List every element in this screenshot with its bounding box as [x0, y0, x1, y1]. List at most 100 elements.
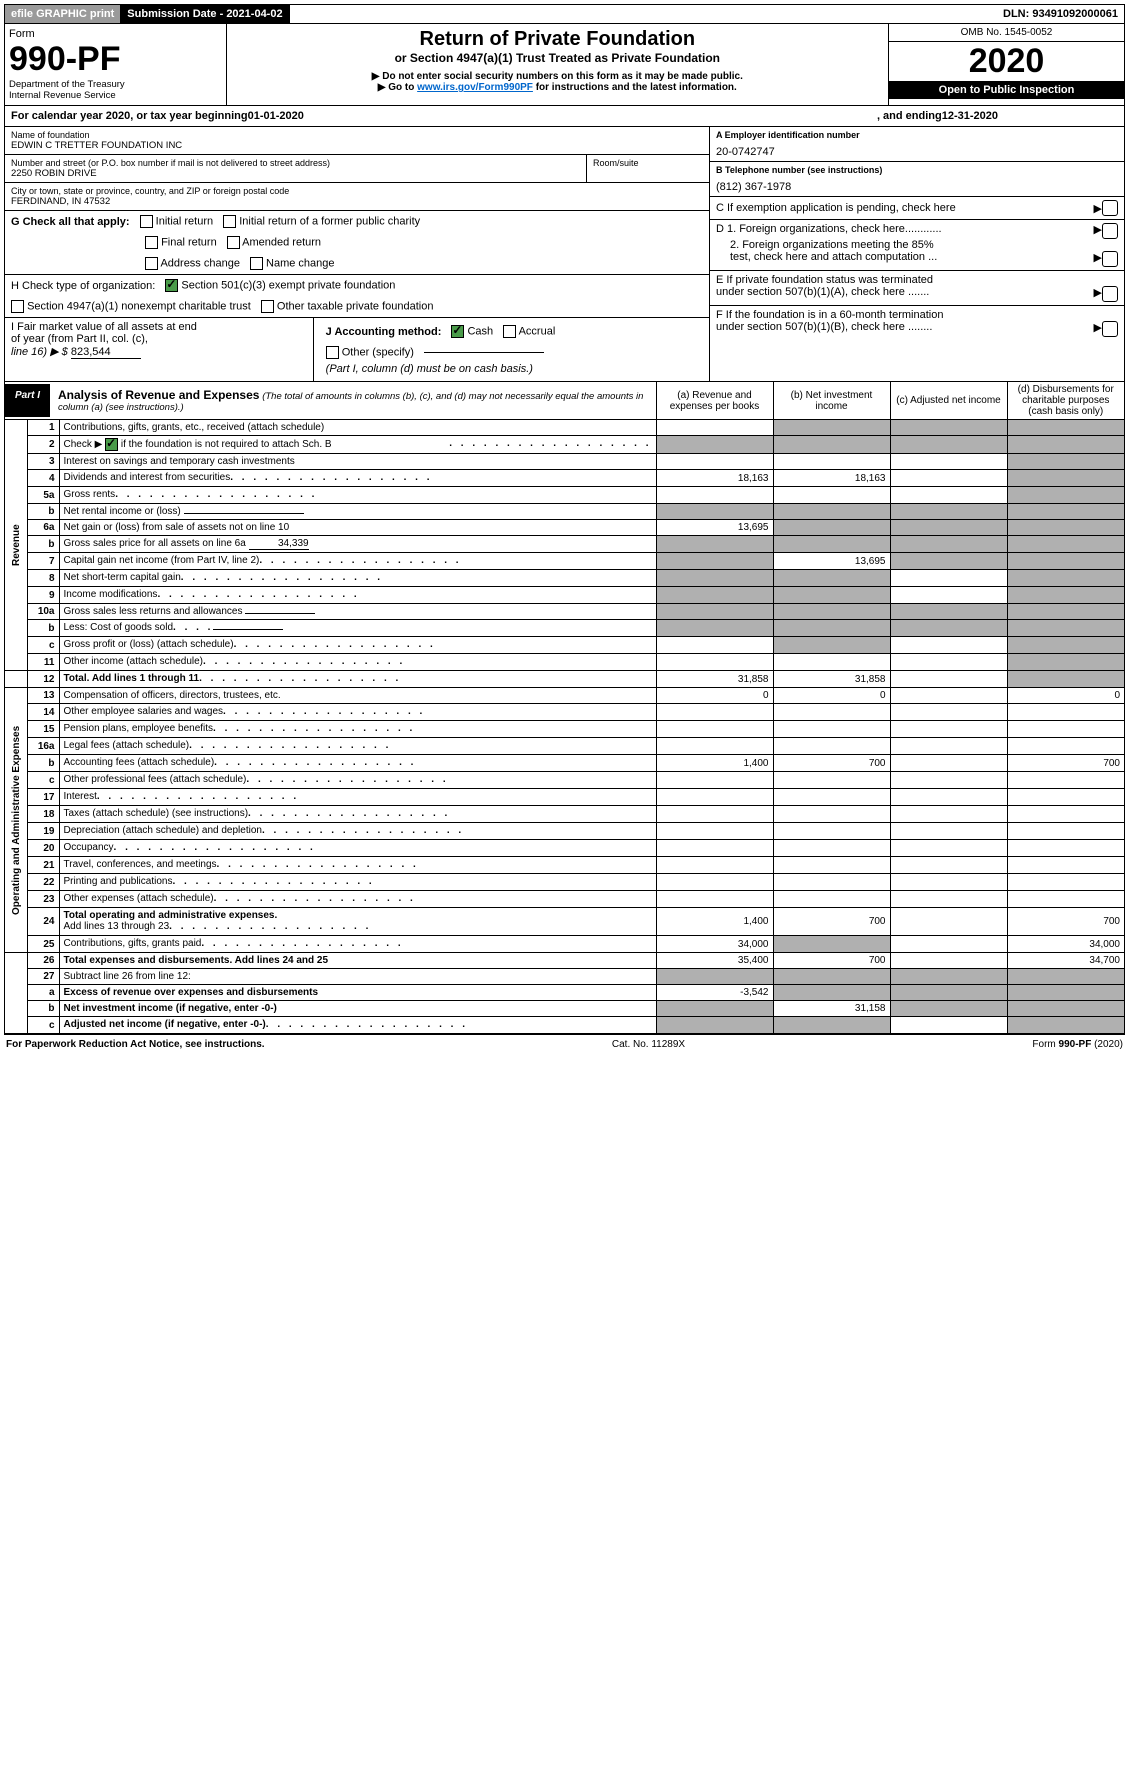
tax-year: 2020	[889, 42, 1124, 81]
cb-85-test[interactable]	[1102, 251, 1118, 267]
cb-4947a1[interactable]	[11, 300, 24, 313]
line-27c-desc: Adjusted net income (if negative, enter …	[59, 1017, 656, 1034]
line-11-num: 11	[27, 654, 59, 671]
line-27a-num: a	[27, 985, 59, 1001]
cb-amended[interactable]	[227, 236, 240, 249]
cb-terminated[interactable]	[1102, 286, 1118, 302]
foundation-name: EDWIN C TRETTER FOUNDATION INC	[11, 140, 703, 151]
line-16c-num: c	[27, 772, 59, 789]
dept: Department of the Treasury	[9, 79, 222, 90]
line-6b-value: 34,339	[249, 538, 309, 550]
line-6a-a: 13,695	[656, 520, 773, 536]
line-25-num: 25	[27, 936, 59, 953]
line-4-desc: Dividends and interest from securities	[59, 470, 656, 487]
submission-date: Submission Date - 2021-04-02	[121, 5, 289, 23]
form-word: Form	[9, 28, 222, 40]
line-12-b: 31,858	[773, 671, 890, 688]
line-17-desc: Interest	[59, 789, 656, 806]
line-18-desc: Taxes (attach schedule) (see instruction…	[59, 806, 656, 823]
line-24-d: 700	[1007, 908, 1124, 936]
d2a-label: 2. Foreign organizations meeting the 85%	[716, 239, 1118, 251]
tel-label: B Telephone number (see instructions)	[716, 165, 1118, 175]
c-label: C If exemption application is pending, c…	[716, 202, 1094, 214]
section-h-2: Section 4947(a)(1) nonexempt charitable …	[5, 296, 709, 317]
foundation-city: FERDINAND, IN 47532	[11, 196, 703, 207]
line-14-num: 14	[27, 704, 59, 721]
section-g-3: Address change Name change	[5, 253, 709, 274]
line-3-num: 3	[27, 454, 59, 470]
line-10a-num: 10a	[27, 604, 59, 620]
line-27a-desc: Excess of revenue over expenses and disb…	[59, 985, 656, 1001]
line-4-num: 4	[27, 470, 59, 487]
line-27c-num: c	[27, 1017, 59, 1034]
instr-1: ▶ Do not enter social security numbers o…	[237, 71, 878, 82]
j-label: J Accounting method:	[326, 326, 442, 338]
line-22-num: 22	[27, 874, 59, 891]
line-25-desc: Contributions, gifts, grants paid	[59, 936, 656, 953]
line-10c-num: c	[27, 637, 59, 654]
cb-other-method[interactable]	[326, 346, 339, 359]
line-25-a: 34,000	[656, 936, 773, 953]
cb-sch-b[interactable]	[105, 438, 118, 451]
cb-final-return[interactable]	[145, 236, 158, 249]
line-4-a: 18,163	[656, 470, 773, 487]
line-16b-d: 700	[1007, 755, 1124, 772]
line-9-num: 9	[27, 587, 59, 604]
city-label: City or town, state or province, country…	[11, 186, 703, 196]
line-13-a: 0	[656, 688, 773, 704]
line-23-num: 23	[27, 891, 59, 908]
footer-left: For Paperwork Reduction Act Notice, see …	[6, 1039, 265, 1050]
line-21-num: 21	[27, 857, 59, 874]
instr-2: ▶ Go to www.irs.gov/Form990PF for instru…	[237, 82, 878, 93]
e1-label: E If private foundation status was termi…	[716, 274, 1118, 286]
line-26-num: 26	[27, 953, 59, 969]
cb-address-change[interactable]	[145, 257, 158, 270]
efile-button[interactable]: efile GRAPHIC print	[5, 5, 121, 23]
ein: 20-0742747	[716, 140, 1118, 158]
line-15-num: 15	[27, 721, 59, 738]
line-24-a: 1,400	[656, 908, 773, 936]
line-13-num: 13	[27, 688, 59, 704]
line-16b-b: 700	[773, 755, 890, 772]
line-16c-desc: Other professional fees (attach schedule…	[59, 772, 656, 789]
cb-initial-former[interactable]	[223, 215, 236, 228]
line-24-desc: Total operating and administrative expen…	[59, 908, 656, 936]
cb-60-month[interactable]	[1102, 321, 1118, 337]
d1-label: D 1. Foreign organizations, check here..…	[716, 223, 1094, 239]
line-18-num: 18	[27, 806, 59, 823]
cb-accrual[interactable]	[503, 325, 516, 338]
cb-exemption-pending[interactable]	[1102, 200, 1118, 216]
cb-name-change[interactable]	[250, 257, 263, 270]
open-public: Open to Public Inspection	[889, 81, 1124, 99]
line-20-num: 20	[27, 840, 59, 857]
line-17-num: 17	[27, 789, 59, 806]
line-6b-desc: Gross sales price for all assets on line…	[59, 536, 656, 553]
line-7-num: 7	[27, 553, 59, 570]
cb-initial-return[interactable]	[140, 215, 153, 228]
cb-foreign-org[interactable]	[1102, 223, 1118, 239]
cb-cash[interactable]	[451, 325, 464, 338]
cb-other-taxable[interactable]	[261, 300, 274, 313]
h-label: H Check type of organization:	[11, 280, 155, 292]
i-label-2: of year (from Part II, col. (c),	[11, 333, 307, 345]
j-note: (Part I, column (d) must be on cash basi…	[320, 363, 703, 378]
cb-501c3[interactable]	[165, 279, 178, 292]
d2b-label: test, check here and attach computation …	[730, 251, 1094, 267]
line-2-num: 2	[27, 436, 59, 454]
line-1-num: 1	[27, 420, 59, 436]
revenue-label: Revenue	[5, 420, 27, 671]
line-6b-num: b	[27, 536, 59, 553]
section-h: H Check type of organization: Section 50…	[5, 274, 709, 296]
form-subtitle: or Section 4947(a)(1) Trust Treated as P…	[237, 51, 878, 65]
line-27b-desc: Net investment income (if negative, ente…	[59, 1001, 656, 1017]
line-16b-desc: Accounting fees (attach schedule)	[59, 755, 656, 772]
dln: DLN: 93491092000061	[997, 5, 1124, 23]
line-20-desc: Occupancy	[59, 840, 656, 857]
col-a-header: (a) Revenue and expenses per books	[656, 382, 773, 420]
f2-label: under section 507(b)(1)(B), check here .…	[716, 321, 1094, 337]
section-g: G Check all that apply: Initial return I…	[5, 210, 709, 232]
form-header: Form 990-PF Department of the Treasury I…	[5, 24, 1124, 105]
part1-label: Part I	[5, 384, 50, 417]
irs-link[interactable]: www.irs.gov/Form990PF	[417, 82, 533, 93]
irs: Internal Revenue Service	[9, 90, 222, 101]
